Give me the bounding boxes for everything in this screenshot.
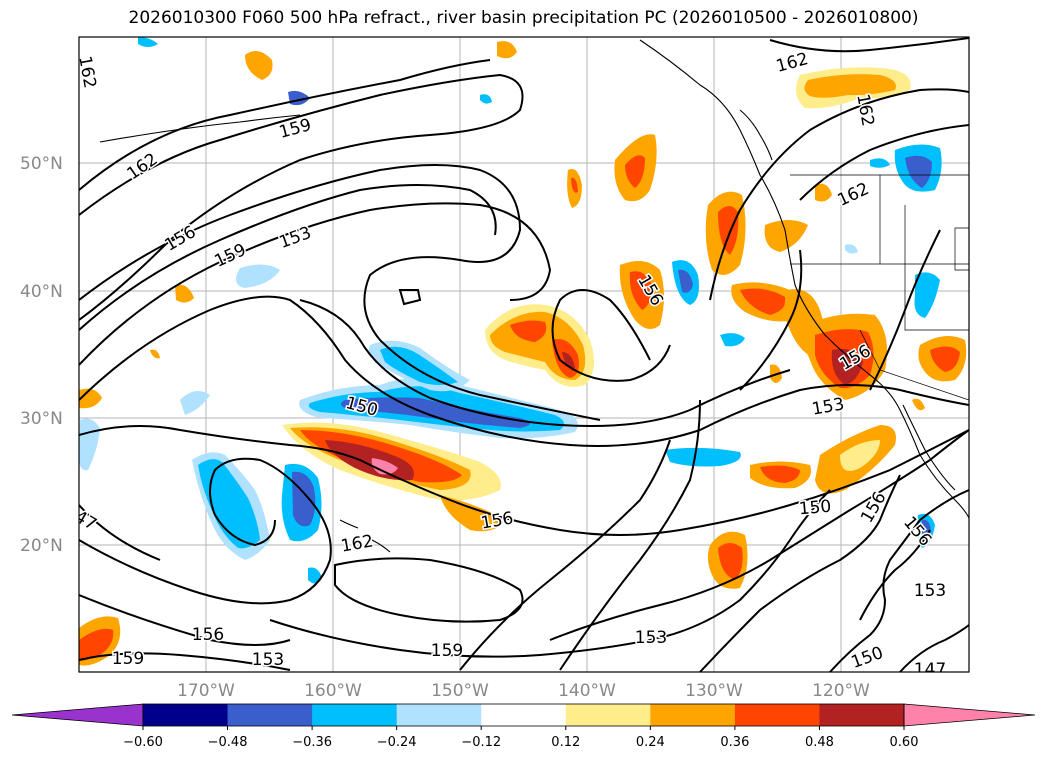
colorbar-segment — [312, 704, 398, 726]
contour-label: 153 — [635, 628, 667, 648]
lat-label: 40°N — [20, 282, 63, 302]
colorbar-tick-label: −0.24 — [377, 735, 417, 750]
colorbar: −0.60 −0.48 −0.36 −0.24 −0.12 0.12 0.24 0.36 0.4… — [11, 703, 1036, 750]
colorbar-tick-label: −0.36 — [292, 735, 332, 750]
positive-precip-areas — [79, 41, 967, 666]
map-title: 2026010300 F060 500 hPa refract., river … — [128, 8, 919, 28]
colorbar-tick-label: −0.48 — [208, 735, 248, 750]
contour-lines — [79, 37, 969, 672]
contour-label: 153 — [914, 581, 946, 601]
contour-label: 162 — [339, 531, 374, 556]
colorbar-tick-label: −0.60 — [123, 735, 163, 750]
lon-label: 130°W — [685, 681, 743, 701]
lon-label: 120°W — [812, 681, 870, 701]
contour-label: 47 — [71, 507, 100, 535]
colorbar-segment — [734, 704, 820, 726]
lat-label: 30°N — [20, 409, 63, 429]
colorbar-segment — [650, 704, 736, 726]
colorbar-tick-label: 0.48 — [805, 735, 834, 750]
lat-label: 20°N — [20, 536, 63, 556]
map-frame — [78, 36, 970, 673]
colorbar-tick-label: −0.12 — [461, 735, 501, 750]
colorbar-segment — [143, 704, 229, 726]
colorbar-extend-low — [11, 703, 144, 727]
contour-label: 153 — [252, 650, 284, 670]
lon-label: 140°W — [558, 681, 616, 701]
contour-label: 159 — [277, 115, 314, 143]
contour-label: 159 — [431, 641, 463, 661]
contour-label: 156 — [479, 508, 514, 533]
lon-label: 170°W — [177, 681, 235, 701]
colorbar-segment — [565, 704, 651, 726]
colorbar-segment — [396, 704, 482, 726]
contour-label: 162 — [74, 54, 99, 89]
colorbar-tick-label: 0.24 — [636, 735, 665, 750]
contour-label: 153 — [277, 223, 314, 253]
colorbar-segment — [819, 704, 905, 726]
colorbar-tick-label: 0.60 — [890, 735, 919, 750]
colorbar-segment — [227, 704, 313, 726]
contour-label: 159 — [112, 649, 144, 669]
contour-label: 162 — [834, 179, 872, 211]
coastlines — [99, 39, 969, 553]
contour-label: 162 — [852, 92, 877, 127]
contour-label: 150 — [798, 497, 832, 520]
lon-label: 150°W — [431, 681, 489, 701]
contour-label: 147 — [914, 660, 946, 680]
latitude-labels: 50°N 40°N 30°N 20°N — [20, 154, 63, 556]
lon-label: 160°W — [304, 681, 362, 701]
lat-label: 50°N — [20, 154, 63, 174]
contour-label: 162 — [774, 49, 811, 77]
colorbar-tick-label: 0.12 — [551, 735, 580, 750]
contour-label: 156 — [192, 625, 224, 645]
colorbar-extend-high — [903, 703, 1036, 727]
colorbar-tick-label: 0.36 — [720, 735, 749, 750]
colorbar-segment — [481, 704, 567, 726]
contour-label: 156 — [161, 222, 199, 256]
longitude-labels: 170°W 160°W 150°W 140°W 130°W 120°W — [177, 681, 870, 701]
